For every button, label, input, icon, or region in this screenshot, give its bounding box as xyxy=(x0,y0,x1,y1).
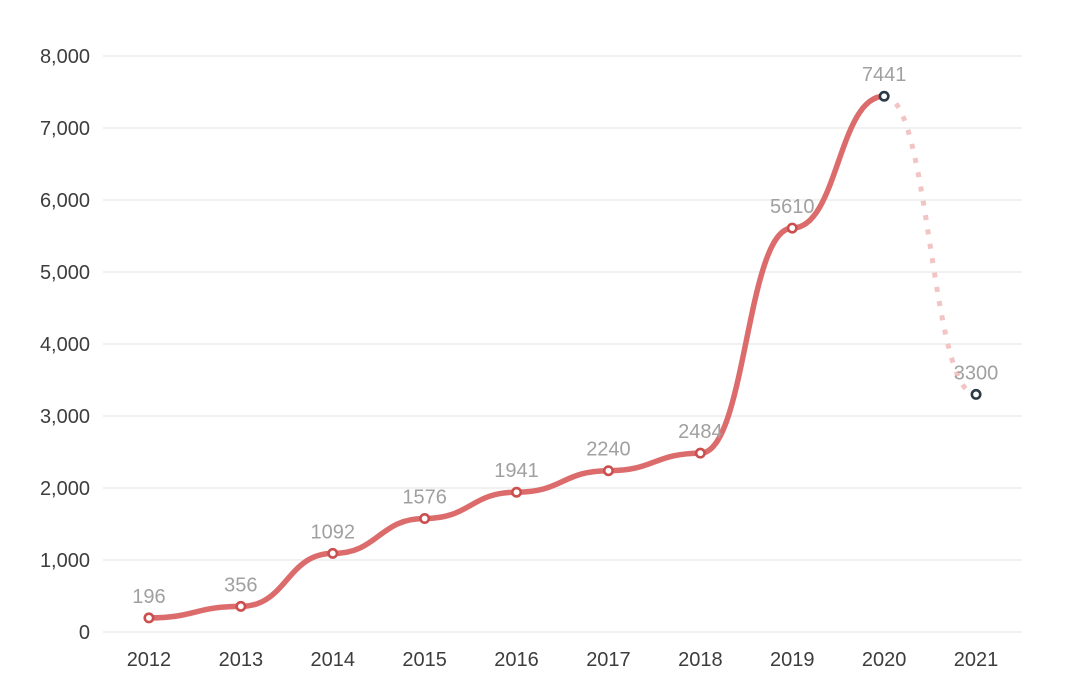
x-axis-tick-label: 2013 xyxy=(219,649,264,671)
x-axis-tick-label: 2012 xyxy=(127,649,172,671)
data-point-2015[interactable] xyxy=(419,513,431,525)
x-axis-tick-label: 2019 xyxy=(770,649,815,671)
data-label-2015: 1576 xyxy=(402,487,447,509)
x-axis-tick-label: 2020 xyxy=(862,649,907,671)
data-label-2012: 196 xyxy=(132,586,165,608)
x-axis-tick-label: 2021 xyxy=(954,649,999,671)
data-point-2019[interactable] xyxy=(786,222,798,234)
data-point-2018[interactable] xyxy=(694,447,706,459)
data-point-2013[interactable] xyxy=(235,600,247,612)
y-axis-tick-label: 3,000 xyxy=(40,406,90,428)
line-segment-dashed xyxy=(883,93,977,397)
x-axis-tick-label: 2015 xyxy=(402,649,447,671)
y-axis-tick-label: 8,000 xyxy=(40,46,90,68)
x-axis-tick-label: 2014 xyxy=(311,649,356,671)
data-point-2012[interactable] xyxy=(143,612,155,624)
y-axis-tick-label: 2,000 xyxy=(40,478,90,500)
y-axis-tick-label: 6,000 xyxy=(40,190,90,212)
y-axis-tick-label: 5,000 xyxy=(40,262,90,284)
data-label-2019: 5610 xyxy=(770,196,815,218)
data-label-2020: 7441 xyxy=(862,64,907,86)
data-label-2021: 3300 xyxy=(954,362,999,384)
data-point-2021[interactable] xyxy=(970,388,982,400)
y-axis-tick-label: 1,000 xyxy=(40,550,90,572)
data-point-2017[interactable] xyxy=(602,465,614,477)
data-point-2020[interactable] xyxy=(878,90,890,102)
data-label-2018: 2484 xyxy=(678,421,723,443)
y-axis-tick-label: 0 xyxy=(79,622,90,644)
x-axis-tick-label: 2017 xyxy=(586,649,631,671)
y-axis-tick-label: 4,000 xyxy=(40,334,90,356)
data-point-2014[interactable] xyxy=(327,547,339,559)
data-label-2013: 356 xyxy=(224,574,257,596)
data-label-2016: 1941 xyxy=(494,460,539,482)
data-label-2014: 1092 xyxy=(311,521,356,543)
line-segment-solid xyxy=(146,93,887,621)
data-label-2017: 2240 xyxy=(586,439,631,461)
y-axis-tick-label: 7,000 xyxy=(40,118,90,140)
x-axis-tick-label: 2018 xyxy=(678,649,723,671)
x-axis-tick-label: 2016 xyxy=(494,649,539,671)
data-point-2016[interactable] xyxy=(511,486,523,498)
